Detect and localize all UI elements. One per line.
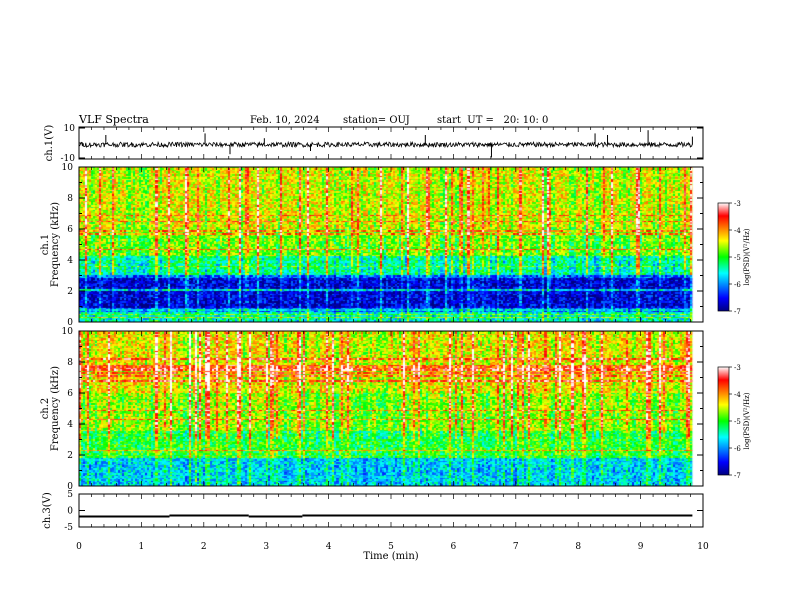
ch3-y-tick-label: -5 [64,523,73,533]
figure-title: VLF Spectra [79,113,149,126]
ch2-spectrogram-y-tick-label: 6 [67,389,73,399]
ch2-spectrogram-y-axis-label: ch.2Frequency (kHz) [40,366,61,451]
ch2-spectrogram-colorbar-tick-label: -6 [734,445,741,453]
x-tick-label: 2 [201,542,207,552]
ch1-y-tick-label: -10 [61,154,76,164]
ch2-spectrogram-y-tick-label: 4 [67,420,73,430]
ch1-spectrogram-y-axis-label-line: Frequency (kHz) [50,202,61,287]
ch1-trace [79,140,693,149]
ch1-spectrogram-y-tick-label: 0 [67,318,73,328]
x-tick-label: 10 [697,542,709,552]
ch1-spectrogram-colorbar-label: log(PSD)(V²/Hz) [743,228,751,285]
x-tick-label: 7 [513,542,519,552]
start-time-label: start UT = 20: 10: 0 [437,115,549,126]
ch1-spectrogram-y-tick-label: 2 [67,287,73,297]
ch2-spectrogram-colorbar-tick-label: -7 [734,472,741,480]
ch1-spectrogram-image [79,167,703,322]
ch1-spectrogram-y-tick-label: 6 [67,225,73,235]
ch2-spectrogram-colorbar-tick-label: -4 [734,391,741,399]
ch3-y-axis-label: ch.3(V) [42,492,53,529]
ch2-spectrogram-colorbar-label: log(PSD)(V²/Hz) [743,392,751,449]
ch3-y-tick-label: 5 [67,490,73,500]
ch1-spectrogram-colorbar-tick-label: -4 [734,227,741,235]
x-tick-label: 4 [326,542,332,552]
ch2-spectrogram-colorbar-tick-label: -3 [734,364,741,372]
ch1-spectrogram-colorbar [717,202,730,312]
x-tick-label: 8 [575,542,581,552]
x-tick-label: 3 [263,542,269,552]
ch1-y-axis-label: ch.1(V) [44,125,55,162]
ch1-spectrogram-y-axis-label-line: ch.1 [40,234,51,256]
date-label: Feb. 10, 2024 [250,115,320,126]
x-tick-label: 0 [76,542,82,552]
ch1-spectrogram-y-tick-label: 10 [62,163,74,173]
ch2-spectrogram-y-tick-label: 2 [67,451,73,461]
station-label: station= OUJ [343,115,410,126]
ch2-spectrogram-image [79,331,703,486]
ch1-spectrogram-colorbar-tick-label: -7 [734,308,741,316]
ch2-spectrogram-y-axis-label-line: ch.2 [40,398,51,420]
ch2-spectrogram-colorbar-tick-label: -5 [734,418,741,426]
x-tick-label: 6 [451,542,457,552]
x-tick-label: 1 [139,542,145,552]
ch1-spectrogram-colorbar-tick-label: -6 [734,281,741,289]
ch1-spectrogram-y-tick-label: 4 [67,256,73,266]
ch2-spectrogram-y-tick-label: 10 [62,327,74,337]
ch2-spectrogram-y-axis-label-line: Frequency (kHz) [50,366,61,451]
x-tick-label: 9 [638,542,644,552]
ch2-spectrogram-y-tick-label: 0 [67,482,73,492]
x-axis-label: Time (min) [363,551,418,562]
ch1-spectrogram-y-axis-label: ch.1Frequency (kHz) [40,202,61,287]
ch3-y-tick-label: 0 [67,507,73,517]
ch1-spectrogram-colorbar-tick-label: -3 [734,200,741,208]
ch1-y-tick-label: 10 [64,124,76,134]
ch2-spectrogram-y-tick-label: 8 [67,358,73,368]
ch1-spectrogram-y-tick-label: 8 [67,194,73,204]
x-tick-label: 5 [388,542,394,552]
ch2-spectrogram-colorbar [717,366,730,476]
ch1-spectrogram-colorbar-tick-label: -5 [734,254,741,262]
